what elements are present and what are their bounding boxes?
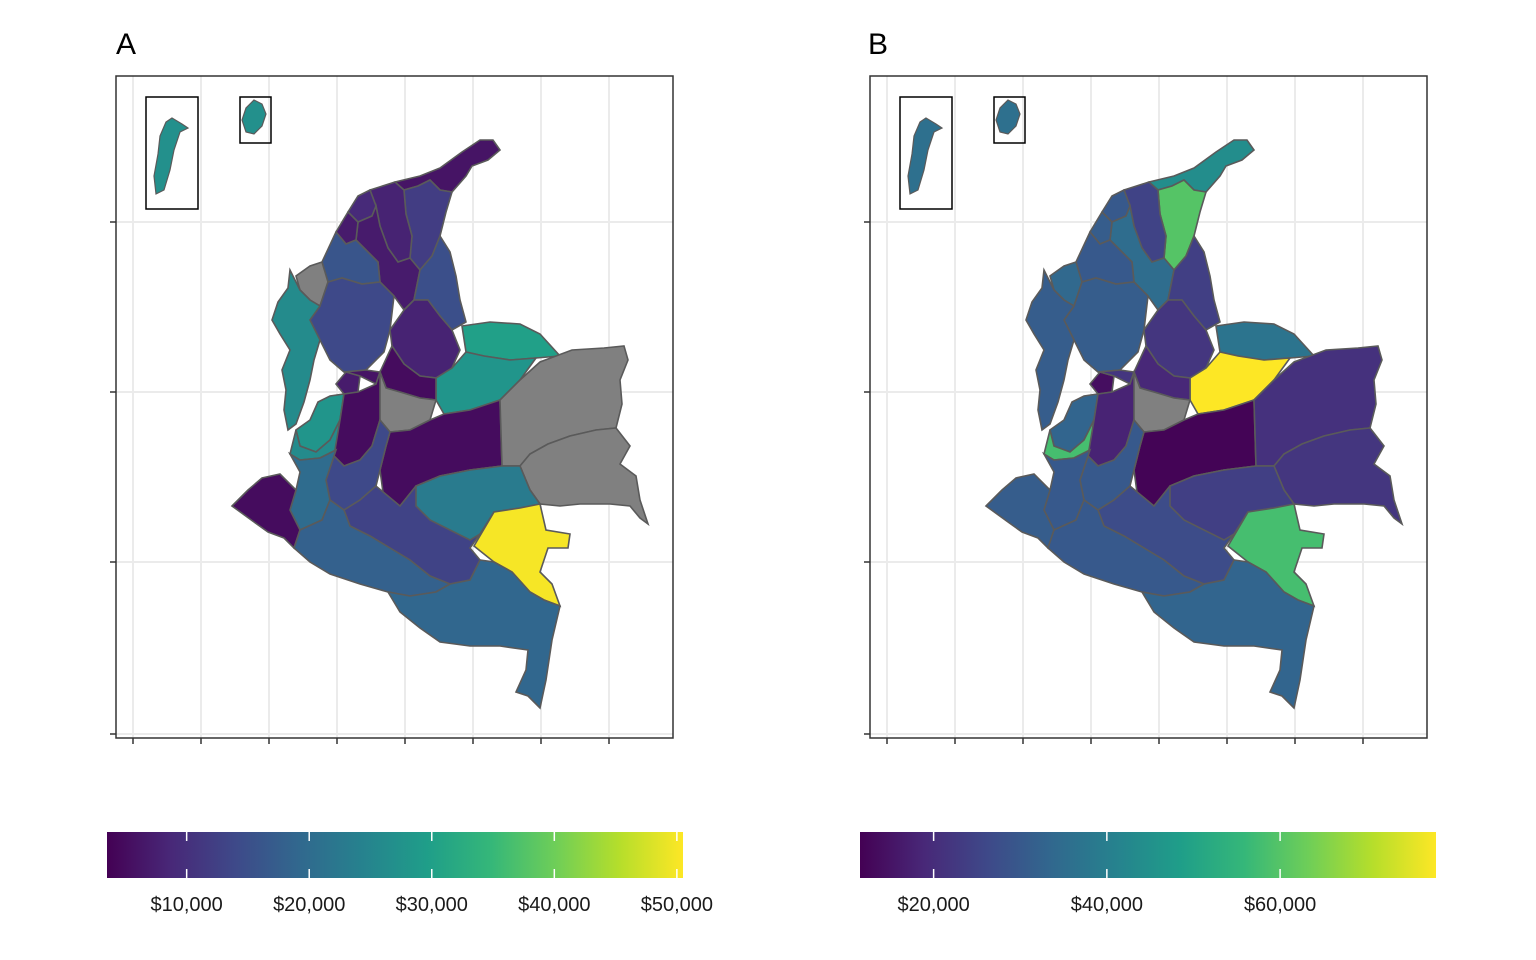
- region-narino: [230, 473, 301, 550]
- region-narino: [984, 473, 1055, 550]
- region-choco: [1025, 267, 1076, 432]
- region-casanare: [435, 351, 538, 415]
- colorbar-label: $50,000: [641, 894, 713, 916]
- map-panel-a: [110, 75, 674, 744]
- colorbar: [860, 832, 1436, 878]
- colorbar-label: $20,000: [897, 894, 969, 916]
- colorbar-label: $10,000: [151, 894, 223, 916]
- panel-b-tag: B: [868, 28, 889, 61]
- colorbar: [107, 832, 683, 878]
- region-casanare: [1189, 351, 1292, 415]
- region-antioquia: [1063, 277, 1149, 373]
- region-antioquia: [309, 277, 395, 373]
- region-risaralda: [1088, 371, 1115, 395]
- region-risaralda: [334, 371, 361, 395]
- island-san-andres: [153, 117, 190, 195]
- region-choco: [271, 267, 322, 432]
- region-amazonas: [386, 559, 561, 710]
- map-frame: [869, 75, 1428, 739]
- inset-box-providencia: [239, 96, 272, 144]
- colorbar-label: $40,000: [518, 894, 590, 916]
- region-amazonas: [1140, 559, 1315, 710]
- map-frame: [115, 75, 674, 739]
- panel-a-tag: A: [116, 28, 137, 61]
- legend-b: $20,000 $40,000 $60,000: [860, 832, 1436, 916]
- inset-box-san-andres: [899, 96, 953, 210]
- region-vaupes-e: [1273, 427, 1404, 527]
- colorbar-label: $30,000: [396, 894, 468, 916]
- inset-box-providencia: [993, 96, 1026, 144]
- island-providencia: [241, 99, 267, 135]
- region-putumayo: [293, 498, 452, 597]
- inset-box-san-andres: [145, 96, 199, 210]
- island-providencia: [995, 99, 1021, 135]
- island-san-andres: [907, 117, 944, 195]
- colorbar-label: $20,000: [273, 894, 345, 916]
- colorbar-label: $40,000: [1071, 894, 1143, 916]
- legend-a: $10,000 $20,000 $30,000 $40,000 $50,000: [107, 832, 713, 916]
- region-putumayo: [1047, 498, 1206, 597]
- region-vaupes-e: [519, 427, 650, 527]
- colorbar-label: $60,000: [1244, 894, 1316, 916]
- map-panel-b: [864, 75, 1428, 744]
